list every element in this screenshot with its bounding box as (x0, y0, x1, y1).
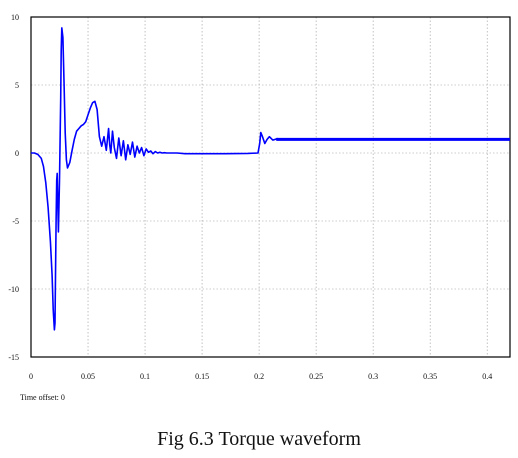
time-offset-label: Time offset: 0 (20, 393, 65, 402)
grid-lines (30, 16, 510, 358)
x-tick-label: 0.05 (81, 372, 95, 381)
y-tick-label: -5 (12, 217, 19, 226)
plot-frame (30, 16, 511, 358)
y-tick-label: -15 (8, 353, 19, 362)
y-tick-label: 10 (11, 13, 19, 22)
figure-caption: Fig 6.3 Torque waveform (157, 428, 361, 450)
x-tick-label: 0.15 (195, 372, 209, 381)
x-tick-label: 0.3 (368, 372, 378, 381)
y-tick-label: 5 (15, 81, 19, 90)
series-layer (31, 27, 510, 331)
y-tick-label: -10 (8, 285, 19, 294)
x-tick-label: 0.4 (482, 372, 492, 381)
y-tick-label: 0 (15, 149, 19, 158)
x-tick-label: 0.35 (423, 372, 437, 381)
x-axis-ticks: 0 0.05 0.1 0.15 0.2 0.25 0.3 0.35 0.4 (29, 372, 492, 381)
x-tick-label: 0.1 (140, 372, 150, 381)
y-axis-ticks: 10 5 0 -5 -10 -15 (8, 13, 19, 362)
torque-series-line (31, 27, 510, 331)
x-tick-label: 0 (29, 372, 33, 381)
x-tick-label: 0.25 (309, 372, 323, 381)
x-tick-label: 0.2 (254, 372, 264, 381)
